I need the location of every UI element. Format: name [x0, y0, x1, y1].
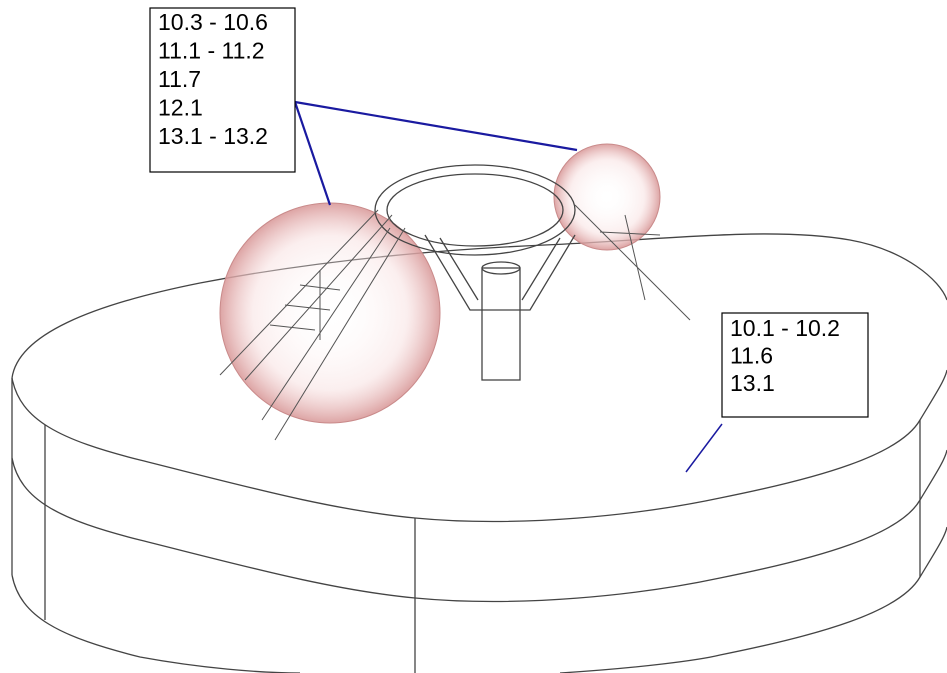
callout-line: 10.1 - 10.2 [730, 315, 840, 341]
highlight-circle [220, 203, 440, 423]
drawing: 10.3 - 10.6 11.1 - 11.211.7 12.113.1 - 13.… [0, 0, 947, 673]
callout-line: 12.1 [158, 95, 203, 121]
page: {"callouts": [ {"lines": ["10.3 - 10.6",… [0, 0, 947, 673]
callout-line: 11.1 - 11.2 [158, 38, 265, 64]
base-platform [12, 234, 947, 673]
callout-line: 11.6 [730, 343, 773, 369]
callout-line: 13.1 [730, 370, 775, 396]
callout-line: 10.3 - 10.6 [158, 9, 268, 35]
callout-line: 11.7 [158, 66, 201, 92]
callout-line: 13.1 - 13.2 [158, 123, 268, 149]
